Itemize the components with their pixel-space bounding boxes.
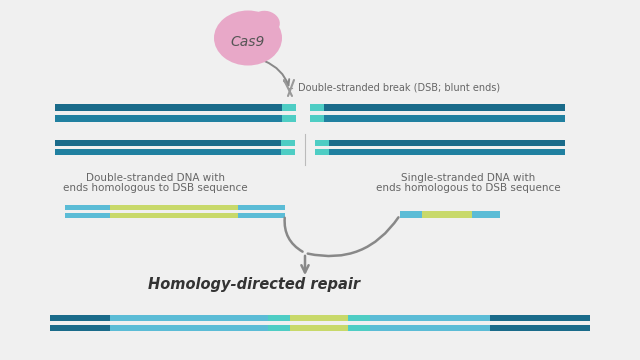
Ellipse shape [214,10,282,66]
Text: Single-stranded DNA with: Single-stranded DNA with [401,173,535,183]
Bar [490,315,590,321]
Bar [110,205,238,210]
Bar [422,211,472,218]
Bar [370,325,490,331]
Text: Double-stranded DNA with: Double-stranded DNA with [86,173,225,183]
Bar [268,325,290,331]
Bar [315,140,329,146]
Bar [55,115,296,122]
Bar [55,149,281,155]
Bar [50,325,110,331]
Text: ends homologous to DSB sequence: ends homologous to DSB sequence [63,183,247,193]
Bar [282,115,296,122]
Bar [238,213,285,218]
Text: ends homologous to DSB sequence: ends homologous to DSB sequence [376,183,560,193]
Bar [329,140,565,146]
Bar [282,104,296,111]
Bar [290,325,348,331]
Bar [472,211,500,218]
Bar [329,149,565,155]
Bar [348,315,370,321]
Bar [268,315,290,321]
Text: Double-stranded break (DSB; blunt ends): Double-stranded break (DSB; blunt ends) [298,83,500,93]
Bar [348,325,370,331]
Bar [110,315,268,321]
Bar [324,104,565,111]
Bar [370,315,490,321]
Bar [324,115,565,122]
Bar [281,140,295,146]
Bar [315,149,329,155]
FancyArrowPatch shape [285,218,303,252]
Text: Homology-directed repair: Homology-directed repair [148,276,360,292]
Bar [290,315,348,321]
Bar [281,149,295,155]
Bar [110,325,268,331]
FancyArrowPatch shape [264,61,289,85]
Bar [110,213,238,218]
Bar [55,104,296,111]
Bar [310,104,324,111]
Text: Cas9: Cas9 [231,35,265,49]
Bar [65,205,110,210]
Bar [400,211,422,218]
Bar [50,315,110,321]
FancyArrowPatch shape [308,217,399,256]
Bar [490,325,590,331]
Bar [238,205,285,210]
Bar [55,140,281,146]
Bar [310,115,324,122]
Bar [65,213,110,218]
Ellipse shape [252,11,280,33]
